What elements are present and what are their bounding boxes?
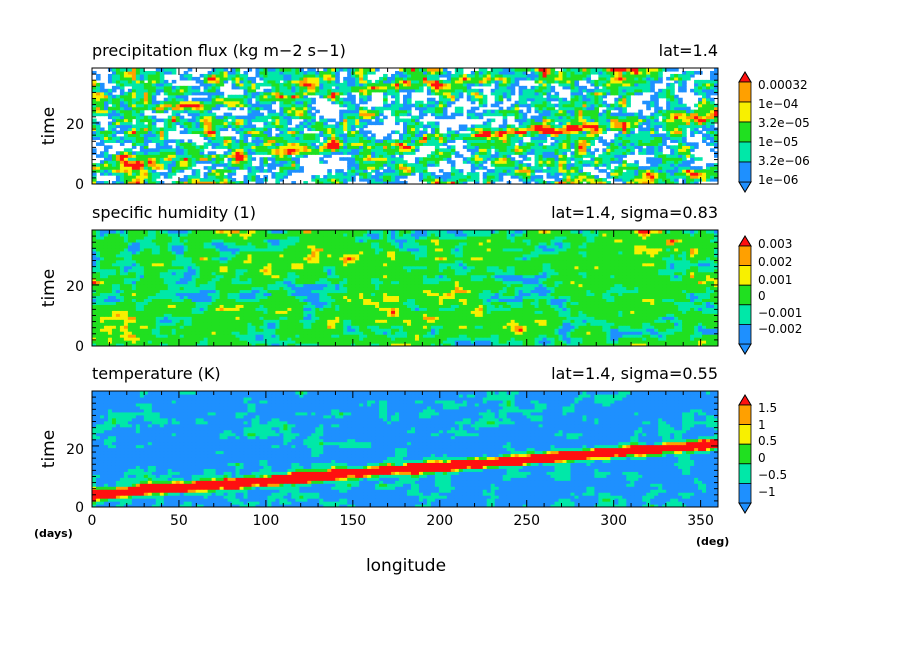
colorbar-label: 1.5: [758, 401, 777, 415]
x-tick-label: 100: [253, 513, 280, 529]
y-tick-label: 20: [66, 279, 84, 295]
panel-annotation: lat=1.4: [659, 41, 718, 60]
colorbar-label: 0: [758, 289, 766, 303]
panel-annotation: lat=1.4, sigma=0.83: [551, 203, 718, 222]
tick-marks: [91, 229, 719, 347]
y-tick-label: 0: [75, 177, 84, 193]
x-tick-label: 250: [513, 513, 540, 529]
colorbar-segment: [738, 121, 752, 143]
colorbar-segment: [738, 323, 752, 345]
colorbar-arrow-top: [738, 235, 752, 247]
colorbar-segment: [738, 482, 752, 504]
panel-annotation: lat=1.4, sigma=0.55: [551, 364, 718, 383]
colorbar-segment: [738, 284, 752, 306]
tick-marks: [91, 390, 719, 508]
colorbar-label: 1: [758, 418, 766, 432]
colorbar-label: 3.2e−05: [758, 116, 810, 130]
panel-title: specific humidity (1): [92, 203, 256, 222]
colorbar-label: −0.5: [758, 468, 787, 482]
x-tick-label: 150: [339, 513, 366, 529]
panel-specific-humidity: specific humidity (1) lat=1.4, sigma=0.8…: [39, 203, 802, 355]
heatmap-field: [92, 68, 718, 184]
colorbar-segment: [738, 443, 752, 465]
x-axis-label: longitude: [366, 556, 446, 576]
y-axis-label: time: [39, 269, 59, 307]
colorbar-segment: [738, 141, 752, 163]
colorbar-label: 0.5: [758, 434, 777, 448]
colorbar: [738, 71, 752, 193]
colorbar-segment: [738, 245, 752, 267]
colorbar-segment: [738, 463, 752, 484]
y-tick-label: 0: [75, 339, 84, 355]
y-axis-label: time: [39, 430, 59, 468]
colorbar-arrow-bottom: [738, 343, 752, 355]
x-tick-label: 0: [88, 513, 97, 529]
y-tick-label: 0: [75, 500, 84, 516]
colorbar-segment: [738, 101, 752, 123]
colorbar-segment: [738, 81, 752, 103]
panel-precipitation: precipitation flux (kg m−2 s−1) lat=1.4 …: [39, 41, 810, 193]
colorbar-label: 0.001: [758, 273, 792, 287]
y-tick-label: 20: [66, 117, 84, 133]
y-unit-label: (days): [34, 527, 73, 540]
colorbar-arrow-bottom: [738, 181, 752, 193]
x-unit-label: (deg): [696, 535, 729, 548]
colorbar-segment: [738, 304, 752, 325]
x-tick-label: 50: [170, 513, 188, 529]
colorbar: [738, 394, 752, 514]
y-tick-label: 20: [66, 442, 84, 458]
colorbar-arrow-top: [738, 394, 752, 406]
colorbar-label: 3.2e−06: [758, 154, 810, 168]
x-tick-label: 200: [426, 513, 453, 529]
colorbar-segment: [738, 265, 752, 286]
x-tick-label: 300: [600, 513, 627, 529]
colorbar-arrow-bottom: [738, 502, 752, 514]
colorbar-label: 0: [758, 451, 766, 465]
tick-marks: [91, 67, 719, 185]
colorbar-segment: [738, 161, 752, 183]
colorbar-label: 1e−06: [758, 173, 798, 187]
colorbar: [738, 235, 752, 355]
x-tick-label: 350: [687, 513, 714, 529]
colorbar-label: 0.00032: [758, 78, 808, 92]
colorbar-label: 1e−05: [758, 135, 798, 149]
y-axis-label: time: [39, 107, 59, 145]
colorbar-label: 0.003: [758, 237, 792, 251]
colorbar-label: −0.001: [758, 306, 802, 320]
heatmap-field: [92, 391, 718, 507]
colorbar-label: 0.002: [758, 255, 792, 269]
panel-temperature: temperature (K) lat=1.4, sigma=0.55 time…: [34, 364, 787, 576]
panel-title: precipitation flux (kg m−2 s−1): [92, 41, 346, 60]
colorbar-segment: [738, 424, 752, 445]
x-tick-labels: 0 50 100 150 200 250 300 350: [88, 513, 714, 529]
colorbar-label: −0.002: [758, 322, 802, 336]
colorbar-arrow-top: [738, 71, 752, 83]
heatmap-field: [92, 230, 718, 346]
colorbar-segment: [738, 404, 752, 426]
colorbar-label: −1: [758, 485, 776, 499]
panel-title: temperature (K): [92, 364, 221, 383]
colorbar-label: 1e−04: [758, 97, 798, 111]
